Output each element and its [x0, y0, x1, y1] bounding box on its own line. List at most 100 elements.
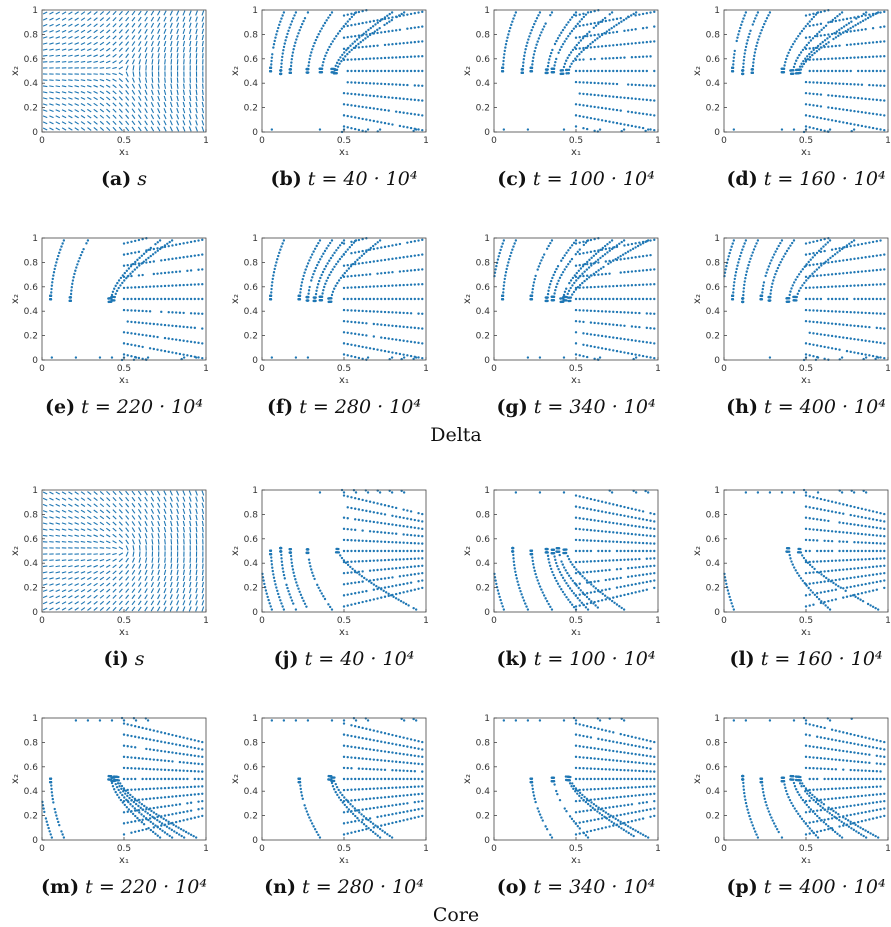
ridge-point: [383, 43, 387, 47]
field-arrow: [144, 95, 148, 101]
field-arrow: [106, 108, 111, 113]
field-arrow: [169, 114, 173, 120]
ridge-point: [346, 20, 349, 23]
ridge-point: [402, 111, 405, 114]
field-arrow: [61, 17, 67, 21]
ridge-point: [380, 95, 383, 98]
field-arrow: [80, 109, 86, 113]
ridge-point: [364, 30, 368, 33]
ridge-point: [388, 20, 391, 23]
ridge-point: [346, 126, 349, 129]
ridge-point: [273, 39, 276, 43]
field-arrow: [201, 34, 204, 41]
field-arrow: [144, 126, 148, 132]
field-arrow: [183, 53, 185, 59]
field-arrow: [137, 10, 142, 16]
field-arrow: [42, 17, 48, 21]
field-arrow: [87, 23, 92, 28]
field-arrow: [118, 90, 123, 95]
ridge-point: [278, 23, 281, 27]
field-arrow: [201, 120, 205, 126]
ridge-point: [281, 52, 284, 55]
ridge-point: [365, 118, 368, 121]
ridge-point: [292, 48, 295, 51]
ridge-point: [380, 82, 383, 86]
field-arrow: [170, 95, 173, 102]
ridge-point: [398, 124, 402, 128]
field-arrow: [55, 42, 61, 45]
field-arrow: [55, 36, 61, 39]
ridge-point: [402, 11, 406, 14]
field-arrow: [157, 108, 161, 114]
ridge-point: [281, 55, 284, 59]
field-arrow: [99, 120, 105, 125]
field-arrow: [201, 89, 204, 96]
field-arrow: [112, 23, 117, 28]
field-arrow: [93, 120, 98, 125]
ridge-point: [394, 110, 398, 113]
subfigure-letter: (a): [100, 168, 132, 190]
field-arrow: [55, 109, 61, 113]
ridge-point: [365, 57, 368, 61]
field-arrow: [93, 11, 98, 15]
field-arrow: [151, 47, 154, 53]
field-arrow: [144, 114, 148, 120]
ridge-point: [325, 51, 328, 54]
ridge-point: [282, 49, 285, 52]
field-arrow: [195, 89, 198, 96]
ridge-point: [394, 96, 398, 100]
field-arrow: [42, 127, 48, 131]
field-arrow: [68, 97, 73, 100]
ridge-point: [270, 56, 274, 59]
field-arrow: [68, 17, 73, 21]
field-arrow: [131, 108, 136, 113]
field-arrow: [157, 114, 161, 120]
ridge-point: [372, 82, 376, 85]
field-arrow: [169, 108, 173, 114]
field-arrow: [151, 83, 154, 89]
field-arrow: [61, 61, 67, 63]
field-arrow: [68, 48, 73, 51]
ridge-point: [272, 46, 275, 49]
field-arrow: [201, 16, 205, 22]
ridge-point: [346, 114, 349, 118]
ridge-point: [350, 48, 353, 52]
x-tick-label: 1: [203, 136, 209, 146]
ridge-point: [278, 72, 282, 76]
field-arrow: [61, 85, 67, 88]
ridge-point: [270, 59, 273, 63]
field-arrow: [188, 10, 192, 16]
field-arrow: [176, 22, 180, 28]
ridge-point: [357, 69, 361, 73]
ridge-point: [369, 26, 372, 30]
y-tick-label: 0.6: [24, 55, 39, 65]
ridge-point: [361, 57, 364, 61]
field-arrow: [61, 48, 67, 51]
field-arrow: [112, 29, 117, 34]
field-arrow: [112, 66, 117, 70]
ridge-point: [346, 81, 349, 84]
ridge-point: [376, 57, 379, 60]
ridge-point: [380, 56, 383, 60]
ridge-point: [417, 113, 420, 117]
field-arrow: [87, 121, 92, 125]
ridge-point: [358, 36, 361, 39]
field-arrow: [112, 53, 117, 58]
field-arrow: [138, 41, 142, 47]
ridge-point: [376, 69, 379, 73]
ridge-point: [353, 104, 357, 108]
field-arrow: [99, 11, 105, 16]
field-arrow: [74, 127, 79, 131]
field-arrow: [49, 91, 54, 94]
field-arrow: [68, 85, 73, 88]
ridge-point: [402, 55, 405, 59]
field-arrow: [150, 10, 155, 16]
field-arrow: [49, 103, 54, 106]
ridge-point: [279, 69, 282, 72]
ridge-point: [311, 48, 314, 51]
ridge-point: [409, 126, 413, 130]
field-arrow: [125, 53, 130, 59]
ridge-point: [374, 23, 377, 26]
field-arrow: [195, 108, 198, 114]
ridge-point: [365, 45, 368, 48]
